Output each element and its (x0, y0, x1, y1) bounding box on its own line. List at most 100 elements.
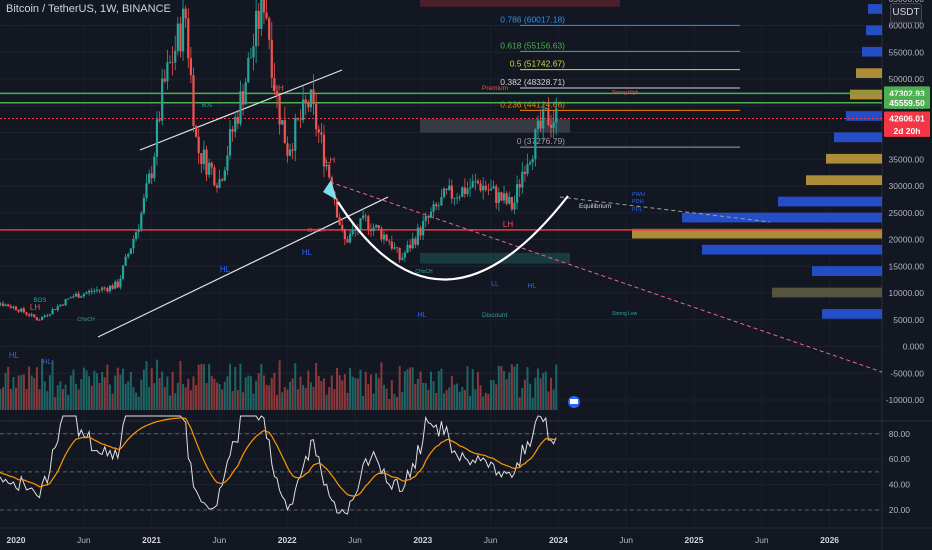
volume-bar (200, 363, 203, 410)
candle-body (364, 215, 367, 217)
volume-bar (372, 393, 375, 410)
candle-body (77, 293, 80, 298)
candle-body (129, 248, 132, 254)
volume-bar (158, 378, 161, 410)
candle-body (51, 309, 54, 315)
volume-bar (262, 375, 265, 410)
currency-selector[interactable]: USDT (890, 3, 922, 23)
price-axis-label: 60000.00 (889, 21, 925, 31)
candle-body (197, 136, 200, 154)
candle-body (215, 185, 219, 188)
volume-bar (145, 361, 148, 410)
volume-bar (479, 385, 482, 410)
candle-body (64, 299, 67, 306)
volume-bar (521, 387, 524, 410)
candle-body (343, 229, 346, 240)
volume-bar (33, 378, 36, 410)
candle-body (435, 204, 438, 207)
candle-body (534, 128, 537, 160)
volume-bar (435, 393, 438, 410)
volume-profile-bar (772, 287, 882, 298)
volume-bar (242, 392, 245, 410)
candle-body (346, 239, 349, 243)
volume-bar (424, 383, 427, 410)
candle-body (395, 247, 399, 249)
rsi-ma-line (0, 417, 557, 497)
volume-bar (333, 389, 336, 410)
volume-bar (69, 375, 72, 410)
candle-body (377, 225, 380, 229)
candle-body (408, 244, 412, 249)
candle-body (455, 197, 459, 199)
volume-bar (51, 360, 54, 410)
candle-body (487, 189, 490, 191)
candle-body (270, 39, 273, 79)
candle-body (367, 216, 370, 230)
volume-bar (90, 385, 93, 410)
volume-bar (359, 369, 362, 410)
volume-bar (28, 366, 31, 410)
label-premium: Premium (482, 85, 508, 92)
volume-bar (221, 389, 224, 410)
candle-body (221, 179, 224, 181)
candle-body (184, 8, 187, 19)
volume-bar (244, 377, 247, 410)
volume-bar (278, 360, 281, 410)
candle-body (7, 304, 10, 307)
volume-bar (38, 389, 41, 410)
volume-bar (132, 387, 135, 410)
volume-bar (547, 391, 550, 410)
label-lh: LH (325, 156, 335, 165)
premium-zone (420, 0, 620, 7)
label-choch: CHoCH (415, 269, 433, 275)
time-axis-label: 2022 (278, 535, 297, 545)
volume-bar (489, 379, 492, 410)
price-tag-label: 45559.50 (889, 98, 925, 108)
volume-bar (231, 391, 234, 410)
price-axis-label: 10000.00 (889, 288, 925, 298)
volume-bar (388, 399, 391, 410)
cup-arc (337, 195, 569, 281)
volume-bar (349, 367, 352, 410)
volume-bar (135, 392, 138, 410)
flag-icon (570, 399, 578, 404)
candle-body (523, 171, 527, 174)
volume-bar (369, 374, 372, 410)
candle-body (322, 134, 326, 167)
candle-body (390, 241, 393, 249)
label-pdl: PDL (632, 207, 643, 213)
candle-body (189, 58, 192, 76)
volume-bar (401, 391, 404, 410)
volume-bar (356, 378, 359, 410)
candle-body (458, 196, 461, 198)
candle-body (432, 204, 435, 212)
candle-body (140, 213, 143, 230)
time-axis-label: Jun (77, 535, 91, 545)
rsi-axis-label: 80.00 (889, 429, 911, 439)
volume-bar (4, 373, 7, 410)
candle-body (35, 317, 39, 320)
volume-bar (142, 369, 145, 410)
volume-bar (336, 368, 339, 410)
volume-bar (195, 385, 198, 410)
candle-body (273, 78, 276, 92)
candle-body (299, 119, 302, 121)
volume-bar (114, 375, 117, 410)
volume-bar (197, 364, 200, 410)
volume-bar (48, 375, 51, 410)
price-tag-label: 42606.01 (889, 114, 925, 124)
volume-bar (396, 397, 399, 410)
candle-body (168, 61, 172, 63)
volume-bar (289, 381, 292, 410)
label-discount: Discount (482, 312, 507, 319)
volume-bar (62, 389, 65, 410)
candle-body (315, 103, 318, 130)
time-axis-label: 2025 (685, 535, 704, 545)
candle-body (325, 164, 328, 167)
candle-body (419, 227, 422, 236)
volume-bar (12, 377, 15, 410)
label-strong-high: Strong High (612, 90, 639, 96)
candle-body (294, 117, 297, 151)
volume-bar (330, 375, 333, 410)
